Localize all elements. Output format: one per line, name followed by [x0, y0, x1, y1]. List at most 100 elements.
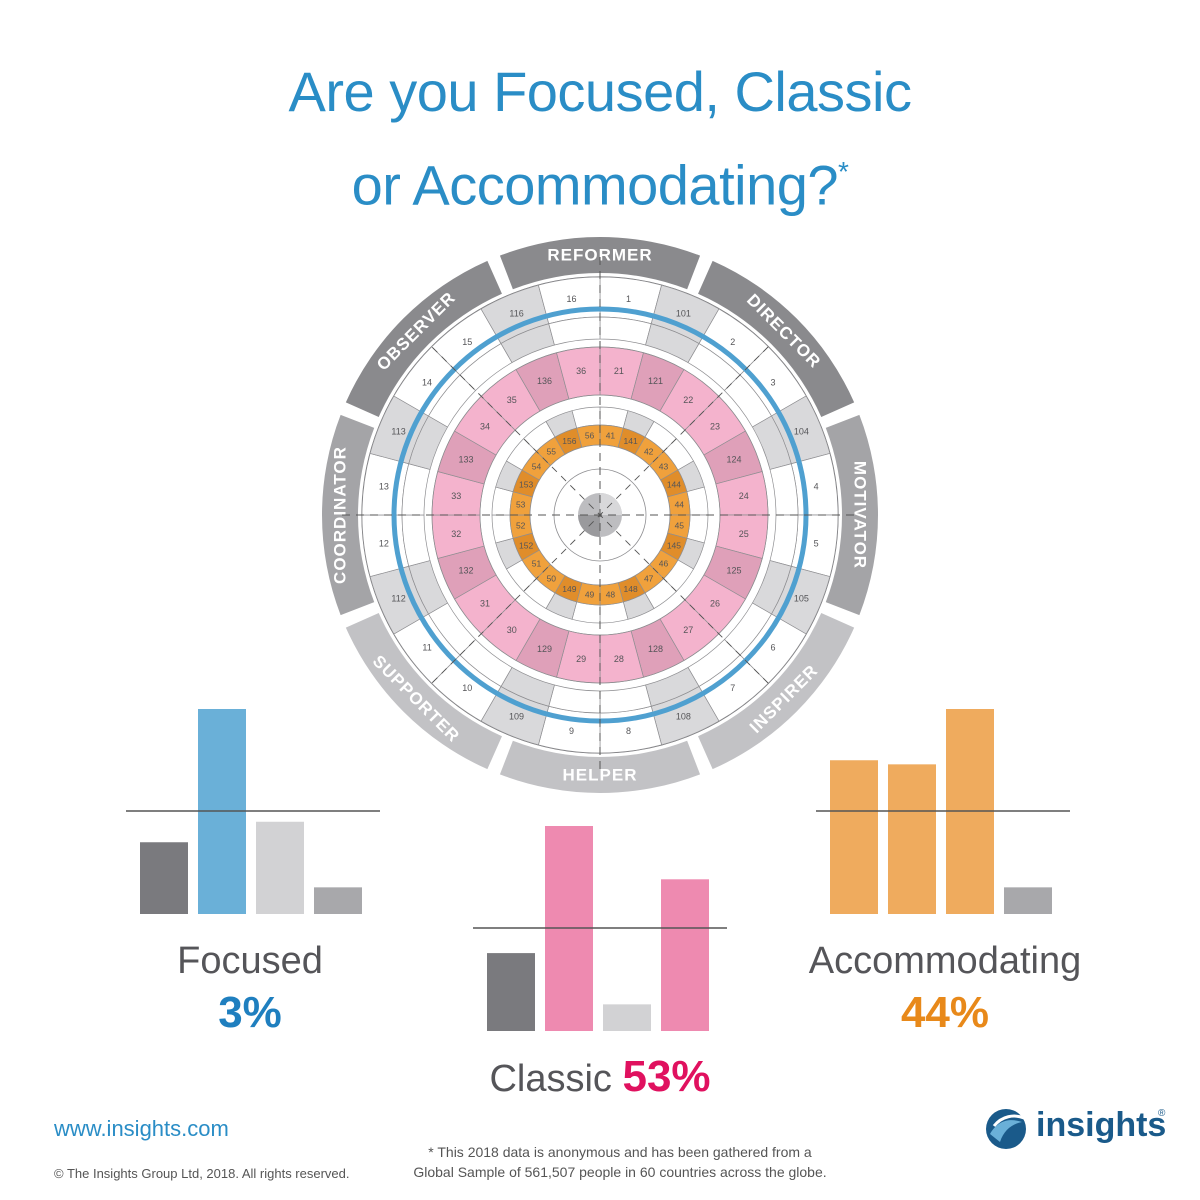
bar-accommodating-1: [830, 760, 878, 914]
wheel-number: 2: [730, 337, 735, 347]
bar-chart-classic: [473, 826, 727, 1031]
wheel-number: 5: [814, 538, 819, 548]
wheel-number: 104: [794, 427, 809, 437]
wheel-number: 21: [614, 366, 624, 376]
logo-registered: ®: [1158, 1108, 1166, 1119]
bar-chart-focused: [126, 709, 380, 914]
bar-chart-accommodating: [816, 709, 1070, 914]
wheel-number: 28: [614, 654, 624, 664]
wheel-number: 1: [626, 294, 631, 304]
page-title-line2-text: or Accommodating?: [351, 153, 839, 217]
wheel-number: 25: [739, 529, 749, 539]
footnote-line2: Global Sample of 561,507 people in 60 co…: [413, 1164, 827, 1180]
accommodating-percent: 44%: [900, 988, 990, 1037]
wheel-number: 16: [567, 294, 577, 304]
wheel-number: 113: [391, 427, 405, 437]
wheel-number: 125: [726, 565, 741, 575]
footnote: * This 2018 data is anonymous and has be…: [360, 1142, 880, 1182]
wheel-number: 54: [532, 461, 542, 471]
wheel-number: 36: [576, 366, 586, 376]
wheel-number: 101: [676, 309, 691, 319]
wheel-number: 24: [739, 491, 749, 501]
type-segment-inspirer: [698, 613, 855, 770]
wheel-number: 32: [451, 529, 461, 539]
wheel-number: 56: [585, 431, 595, 441]
type-label-reformer: REFORMER: [547, 246, 652, 265]
wheel-number: 141: [624, 436, 638, 446]
wheel-number: 50: [547, 573, 557, 583]
wheel-number: 45: [675, 520, 685, 530]
bar-accommodating-2: [888, 764, 936, 914]
wheel-number: 52: [516, 520, 526, 530]
wheel-number: 22: [683, 395, 693, 405]
logo-text: insights: [1036, 1106, 1167, 1144]
classic-label: Classic: [489, 1058, 612, 1100]
footnote-line1: * This 2018 data is anonymous and has be…: [428, 1144, 812, 1160]
wheel-number: 35: [507, 395, 517, 405]
wheel-number: 30: [507, 625, 517, 635]
bar-focused-4: [314, 887, 362, 914]
wheel-number: 108: [676, 711, 691, 721]
wheel-number: 105: [794, 593, 809, 603]
wheel-number: 145: [667, 541, 681, 551]
wheel-number: 26: [710, 598, 720, 608]
type-label-coordinator: COORDINATOR: [331, 446, 350, 584]
wheel-number: 55: [547, 447, 557, 457]
website-link[interactable]: www.insights.com: [54, 1116, 229, 1141]
wheel-number: 109: [509, 711, 524, 721]
wheel-number: 4: [814, 482, 819, 492]
wheel-number: 3: [770, 377, 775, 387]
wheel-number: 34: [480, 422, 490, 432]
wheel-number: 112: [391, 593, 405, 603]
wheel-number: 10: [462, 683, 472, 693]
bar-classic-1: [487, 953, 535, 1031]
wheel-number: 136: [537, 376, 552, 386]
wheel-number: 11: [422, 643, 431, 653]
type-segment-director: [698, 260, 855, 417]
wheel-number: 49: [585, 589, 595, 599]
focused-percent: 3%: [218, 988, 282, 1037]
wheel-number: 132: [459, 565, 474, 575]
wheel-number: 29: [576, 654, 586, 664]
wheel-number: 53: [516, 500, 526, 510]
wheel-number: 156: [562, 436, 576, 446]
wheel-number: 144: [667, 479, 681, 489]
focused-label: Focused: [177, 940, 323, 982]
wheel-number: 149: [562, 584, 576, 594]
wheel-number: 14: [422, 377, 432, 387]
classic-percent: 53%: [622, 1052, 711, 1101]
type-segment-observer: [345, 260, 502, 417]
wheel-number: 41: [606, 431, 616, 441]
bar-focused-1: [140, 842, 188, 914]
wheel-number: 133: [459, 455, 474, 465]
wheel-number: 152: [519, 541, 533, 551]
bar-accommodating-4: [1004, 887, 1052, 914]
wheel-cell: [548, 316, 601, 346]
wheel-number: 9: [569, 726, 574, 736]
wheel-number: 43: [659, 461, 669, 471]
page-title-line1: Are you Focused, Classic: [288, 60, 912, 123]
wheel-number: 116: [509, 309, 523, 319]
title-asterisk: *: [838, 156, 849, 187]
wheel-number: 42: [644, 447, 654, 457]
wheel-number: 46: [659, 559, 669, 569]
wheel-number: 23: [710, 422, 720, 432]
wheel-number: 48: [606, 589, 616, 599]
wheel-number: 27: [683, 625, 693, 635]
wheel-number: 8: [626, 726, 631, 736]
wheel-number: 13: [379, 482, 389, 492]
classic-label-row: Classic 53%: [440, 1052, 760, 1102]
insights-logo-icon: [986, 1109, 1026, 1149]
wheel-number: 12: [379, 538, 389, 548]
wheel-number: 121: [648, 376, 663, 386]
wheel-number: 6: [770, 643, 775, 653]
wheel-number: 15: [462, 337, 472, 347]
type-label-motivator: MOTIVATOR: [851, 461, 870, 569]
wheel-number: 31: [480, 598, 490, 608]
page-title-line2: or Accommodating?*: [0, 136, 1200, 226]
wheel-number: 47: [644, 573, 654, 583]
wheel-number: 44: [675, 500, 685, 510]
wheel-number: 124: [726, 455, 741, 465]
accommodating-label: Accommodating: [808, 940, 1082, 982]
